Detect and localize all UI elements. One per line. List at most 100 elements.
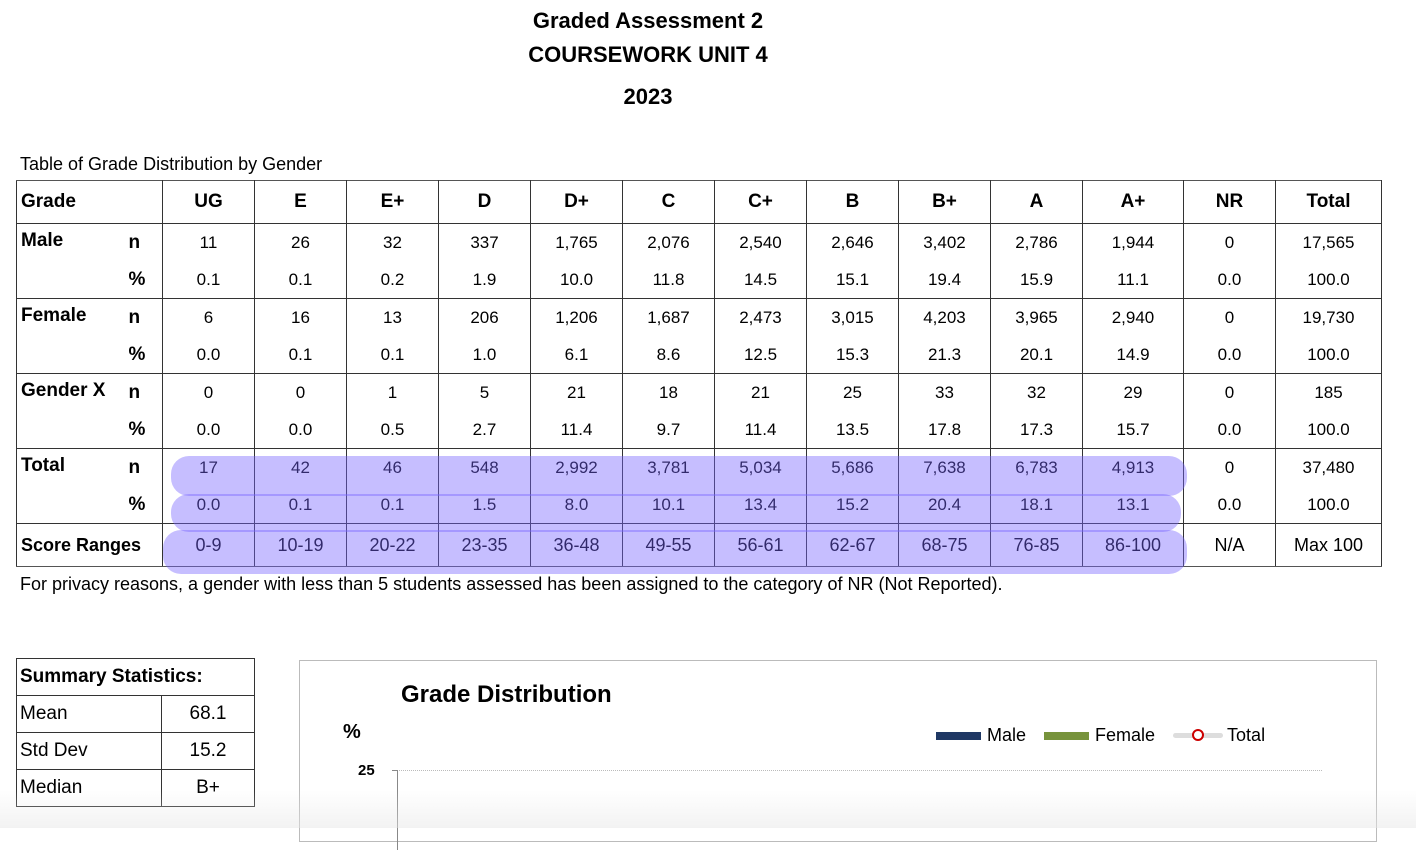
row-group-label: Male: [16, 223, 127, 299]
percent-cell: 13.5: [806, 411, 899, 449]
percent-cell: 1.5: [438, 486, 531, 524]
count-cell: 1,765: [530, 223, 623, 261]
chart-y-axis: [397, 770, 398, 850]
percent-cell: 0.1: [254, 336, 347, 374]
column-header: D: [438, 180, 531, 224]
count-cell: 0: [1183, 373, 1276, 411]
count-cell: 18: [622, 373, 715, 411]
report-header: Graded Assessment 2 COURSEWORK UNIT 4 20…: [0, 4, 1296, 114]
count-cell: 3,781: [622, 448, 715, 486]
score-range-cell: 86-100: [1082, 523, 1184, 567]
column-header: B+: [898, 180, 991, 224]
table-row: % 0.0 0.1 0.1 1.0 6.1 8.6 12.5 15.3 21.3 20.1 14.9 0…: [17, 336, 1382, 374]
percent-cell: 20.1: [990, 336, 1083, 374]
percent-cell: 9.7: [622, 411, 715, 449]
count-cell: 32: [990, 373, 1083, 411]
percent-cell: 1.0: [438, 336, 531, 374]
percent-cell: 100.0: [1275, 336, 1382, 374]
summary-value: 68.1: [161, 695, 255, 733]
score-ranges-row: Score Ranges 0-9 10-19 20-22 23-35 36-48 49-55…: [16, 523, 1382, 567]
count-cell: 548: [438, 448, 531, 486]
count-cell: 7,638: [898, 448, 991, 486]
corner-label: Grade: [16, 180, 163, 224]
percent-cell: 15.1: [806, 261, 899, 299]
percent-cell: 13.4: [714, 486, 807, 524]
privacy-note: For privacy reasons, a gender with less …: [20, 574, 1003, 594]
legend-label: Total: [1227, 725, 1266, 745]
percent-cell: 17.8: [898, 411, 991, 449]
percent-cell: 2.7: [438, 411, 531, 449]
summary-label: Mean: [16, 695, 162, 733]
count-cell: 5,034: [714, 448, 807, 486]
count-cell: 0: [1183, 298, 1276, 336]
chart-y-tickmark: [392, 770, 397, 771]
count-cell: 3,965: [990, 298, 1083, 336]
count-cell: 3,015: [806, 298, 899, 336]
table-row: Male n 11 26 32 337 1,765 2,076 2,540 2,646 3,402 2…: [16, 223, 1382, 299]
male-swatch-icon: [936, 731, 981, 740]
count-cell: 29: [1082, 373, 1184, 411]
column-header: A+: [1082, 180, 1184, 224]
count-cell: 5,686: [806, 448, 899, 486]
count-cell: 17,565: [1275, 223, 1382, 261]
percent-cell: 0.0: [1183, 486, 1276, 524]
percent-cell: 100.0: [1275, 486, 1382, 524]
percent-cell: 13.1: [1082, 486, 1184, 524]
summary-row: Median B+: [16, 769, 255, 807]
count-cell: 17: [162, 448, 255, 486]
count-cell: 26: [254, 223, 347, 261]
percent-cell: 0.1: [162, 261, 255, 299]
count-cell: 1: [346, 373, 439, 411]
score-range-cell: 62-67: [806, 523, 899, 567]
count-cell: 21: [714, 373, 807, 411]
column-header: E: [254, 180, 347, 224]
count-cell: 0: [162, 373, 255, 411]
percent-cell: 18.1: [990, 486, 1083, 524]
count-cell: 16: [254, 298, 347, 336]
header-row: Grade UG E E+ D D+ C C+ B B+ A A+ NR Total: [16, 180, 1382, 224]
row-group-label: Total: [16, 448, 127, 524]
percent-cell: 0.5: [346, 411, 439, 449]
column-header: B: [806, 180, 899, 224]
grade-distribution-table: Grade UG E E+ D D+ C C+ B B+ A A+ NR Total Male n 11 26…: [16, 180, 1382, 567]
count-cell: 206: [438, 298, 531, 336]
percent-cell: 0.0: [1183, 336, 1276, 374]
table-row: Female n 6 16 13 206 1,206 1,687 2,473 3,015 4,203…: [16, 298, 1382, 374]
percent-cell: 6.1: [530, 336, 623, 374]
count-cell: 5: [438, 373, 531, 411]
n-label: n: [126, 298, 163, 336]
percent-cell: 19.4: [898, 261, 991, 299]
summary-label: Std Dev: [16, 732, 162, 770]
percent-cell: 0.1: [254, 261, 347, 299]
percent-cell: 15.7: [1082, 411, 1184, 449]
legend-item-male: Male: [936, 725, 1026, 746]
female-swatch-icon: [1044, 731, 1090, 740]
count-cell: 4,913: [1082, 448, 1184, 486]
count-cell: 0: [1183, 448, 1276, 486]
summary-value: B+: [161, 769, 255, 807]
summary-title: Summary Statistics:: [16, 658, 255, 696]
report-title: Graded Assessment 2: [532, 8, 764, 33]
pct-label: %: [126, 411, 163, 449]
score-range-cell: 68-75: [898, 523, 991, 567]
percent-cell: 15.9: [990, 261, 1083, 299]
count-cell: 3,402: [898, 223, 991, 261]
percent-cell: 11.4: [530, 411, 623, 449]
table-caption: Table of Grade Distribution by Gender: [20, 154, 323, 174]
legend-item-total: Total: [1173, 725, 1265, 746]
percent-cell: 0.0: [162, 486, 255, 524]
count-cell: 6,783: [990, 448, 1083, 486]
score-range-cell: 76-85: [990, 523, 1083, 567]
chart-legend: Male Female Total: [936, 725, 1283, 746]
percent-cell: 0.2: [346, 261, 439, 299]
n-label: n: [126, 448, 163, 486]
table-row: % 0.1 0.1 0.2 1.9 10.0 11.8 14.5 15.1 19.4 15.9 11.…: [17, 261, 1382, 299]
report-subtitle: COURSEWORK UNIT 4: [528, 42, 768, 67]
summary-row: Std Dev 15.2: [16, 732, 255, 770]
column-header: E+: [346, 180, 439, 224]
count-cell: 1,944: [1082, 223, 1184, 261]
percent-cell: 10.0: [530, 261, 623, 299]
count-cell: 4,203: [898, 298, 991, 336]
count-cell: 32: [346, 223, 439, 261]
